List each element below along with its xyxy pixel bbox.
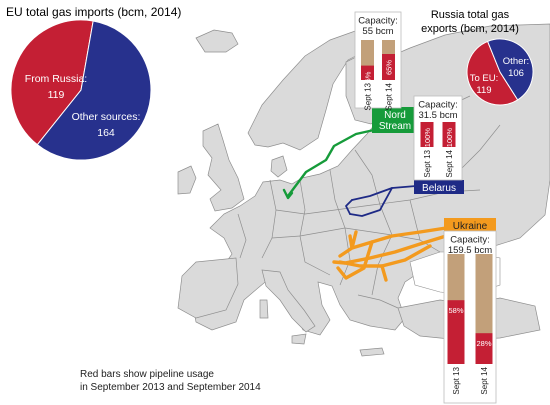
nord-stream-label-line2: Stream [379,121,411,132]
russia-exports-slice-2 [486,38,534,101]
land-great-britain [202,123,245,212]
land-sardinia [259,299,269,319]
nord-usage-bar-2 [382,54,395,80]
ru-other-label: Other: [503,56,529,67]
ru-other-value: 106 [508,68,524,79]
land-iberia [177,257,239,319]
russia-exports-title-line1: Russia total gas [431,9,510,21]
ukraine-value-label-1: 58% [448,306,463,315]
eu-russia-label: From Russia: [25,73,87,85]
belarus-value-label-2: 100% [445,128,454,148]
russia-exports-pie-chart: Russia total gas exports (bcm, 2014) To … [421,9,534,106]
pipeline-routes [282,128,448,282]
nord-stream-pipeline [282,128,376,200]
nord-capacity-value: 55 bcm [362,26,393,37]
ru-eu-value: 119 [476,85,491,96]
route-labels: Nord Stream Belarus Ukraine [372,107,496,232]
ukraine-usage-bar-2 [475,333,493,364]
footnote-line1: Red bars show pipeline usage [80,369,214,380]
ukraine-usage-bar-1 [447,300,465,364]
footnote-line2: in September 2013 and September 2014 [80,382,261,393]
eu-imports-slice-2 [36,20,152,161]
ukraine-usage-chart: Capacity:159.5 bcm 58% Sept 13 28% Sept 14 [443,230,497,404]
nord-stream-usage-chart: Capacity:55 bcm 36%Sept 13 65% Sept 14 [354,11,402,111]
belarus-category-label-2: Sept 14 [445,149,454,177]
ukraine-label: Ukraine [453,221,488,232]
eu-imports-slice-1 [10,19,94,146]
belarus-label: Belarus [422,183,456,194]
ukraine-label-box [444,218,496,232]
ukraine-category-label-1: Sept 13 [452,366,461,394]
nord-capacity-label: Capacity: [358,16,398,27]
land-iceland [195,29,239,53]
nord-stream-label-line1: Nord [384,110,406,121]
land-scandinavia [247,29,379,151]
ukraine-category-label-2: Sept 14 [480,366,489,394]
ukraine-capacity-value: 159.5 bcm [448,245,492,256]
belarus-capacity-value: 31.5 bcm [418,110,457,121]
belarus-capacity-label: Capacity: [418,100,458,111]
nord-value-label-2: 65% [385,60,394,75]
eu-imports-title: EU total gas imports (bcm, 2014) [6,5,181,19]
nord-stream-label-box [372,107,418,133]
land-sicily [291,333,307,345]
land-italy [261,269,316,333]
ru-eu-label: To EU: [470,73,499,84]
nord-usage-bar-1 [361,65,374,80]
ukraine-pipelines [332,226,448,282]
belarus-usage-bar-2 [442,122,456,147]
ukraine-value-label-2: 28% [476,339,491,348]
nord-value-label-1: 36% [364,71,373,86]
nord-category-label-2: Sept 14 [385,82,394,110]
ukraine-capacity-label: Capacity: [450,235,490,246]
land-ireland [177,165,197,195]
land-crete [359,347,385,357]
belarus-label-box [414,180,464,194]
russia-exports-title-line2: exports (bcm, 2014) [421,23,519,35]
eu-other-value: 164 [97,127,115,139]
belarus-category-label-1: Sept 13 [423,149,432,177]
russia-exports-slice-1 [466,40,519,106]
belarus-pipelines [345,185,417,217]
belarus-usage-bar-1 [420,122,434,147]
eu-russia-value: 119 [48,89,65,101]
eu-imports-pie-chart: EU total gas imports (bcm, 2014) From Ru… [6,5,181,161]
nord-category-label-1: Sept 13 [364,82,373,110]
belarus-value-label-1: 100% [423,128,432,148]
land-denmark [270,155,288,178]
eu-other-label: Other sources: [72,111,141,123]
